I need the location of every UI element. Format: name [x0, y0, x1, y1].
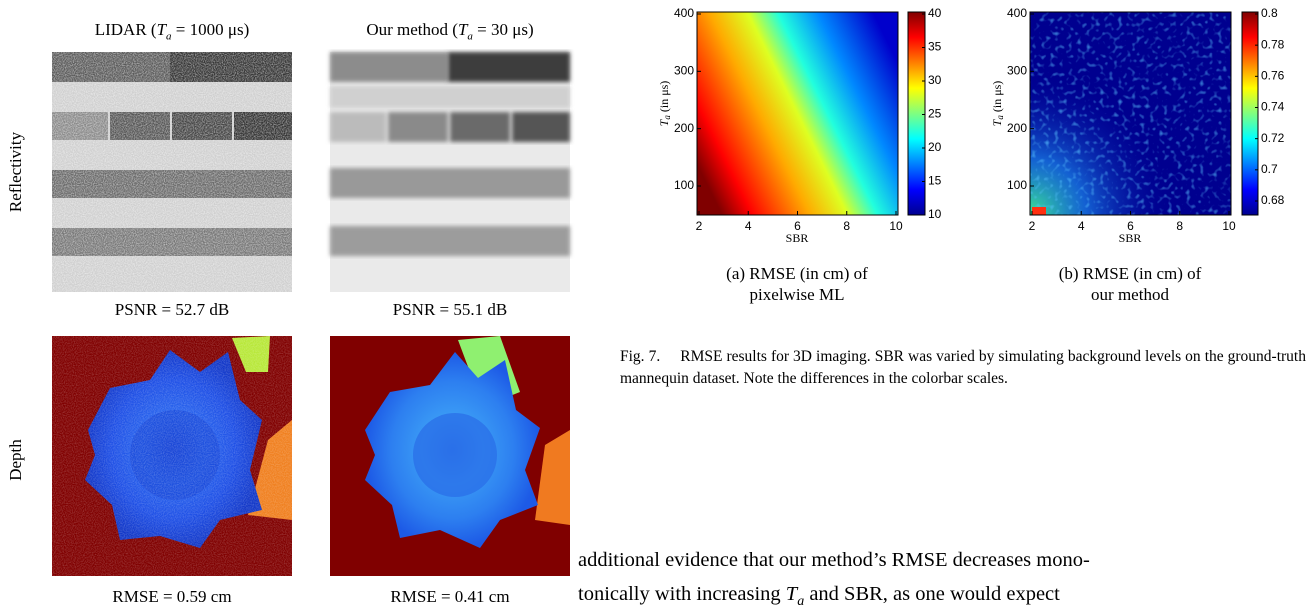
colorbar-tick-label: 0.68 — [1261, 193, 1285, 207]
y-tick-label: 200 — [1007, 121, 1027, 135]
text: and SBR, as one would expect — [804, 583, 1060, 605]
lidar-reflectivity — [52, 52, 292, 292]
lidar-depth — [52, 336, 292, 576]
text: a — [995, 115, 1005, 120]
text: = 1000 μs) — [171, 20, 250, 39]
y-tick-label: 100 — [674, 178, 694, 192]
text: (in μs) — [657, 81, 671, 115]
y-axis-label: Ta (in μs) — [657, 81, 672, 127]
psnr-label: PSNR = 55.1 dB — [392, 300, 508, 319]
y-tick-label: 300 — [674, 64, 694, 78]
text: = 30 μs) — [472, 20, 534, 39]
our-depth — [330, 336, 570, 576]
psnr-label: PSNR = 52.7 dB — [114, 300, 230, 319]
column-header: LIDAR (Ta = 1000 μs) — [52, 20, 292, 42]
text: Fig. 7. — [620, 348, 661, 365]
text: T — [457, 20, 468, 39]
y-tick-label: 400 — [1007, 6, 1027, 20]
subplot-caption: (a) RMSE (in cm) of — [726, 264, 868, 283]
rmse-label: RMSE = 0.59 cm — [112, 587, 232, 606]
text: Our method ( — [366, 20, 458, 39]
colorbar-tick-label: 15 — [928, 174, 942, 188]
colorbar-tick-label: 40 — [928, 6, 942, 20]
body-line: tonically with increasing Ta and SBR, as… — [578, 583, 1308, 610]
subplot-caption: pixelwise ML — [750, 285, 845, 304]
colorbar-tick-label: 35 — [928, 40, 942, 54]
y-tick-label: 400 — [674, 6, 694, 20]
colorbar-tick-label: 0.76 — [1261, 69, 1285, 83]
x-axis-label: SBR — [786, 231, 809, 245]
colorbar-tick-label: 0.8 — [1261, 6, 1278, 20]
x-tick-label: 2 — [696, 219, 703, 233]
text: RMSE results for 3D imaging. SBR was var… — [620, 348, 1306, 387]
text: tonically with increasing — [578, 583, 786, 605]
x-tick-label: 10 — [889, 219, 903, 233]
y-tick-label: 300 — [1007, 64, 1027, 78]
y-tick-label: 100 — [1007, 178, 1027, 192]
column-header: Our method (Ta = 30 μs) — [322, 20, 578, 42]
x-axis-label: SBR — [1119, 231, 1142, 245]
rmse-label: RMSE = 0.41 cm — [390, 587, 510, 606]
colorbar-tick-label: 0.78 — [1261, 37, 1285, 51]
x-tick-label: 2 — [1029, 219, 1036, 233]
text: LIDAR ( — [94, 20, 157, 39]
x-tick-label: 10 — [1222, 219, 1236, 233]
text: T — [657, 118, 671, 126]
text: T — [990, 118, 1004, 126]
figure-caption: Fig. 7. RMSE results for 3D imaging. SBR… — [620, 346, 1306, 389]
x-tick-label: 8 — [843, 219, 850, 233]
x-tick-label: 6 — [794, 219, 801, 233]
colorbar-tick-label: 0.74 — [1261, 100, 1285, 114]
colorbar-tick-label: 25 — [928, 107, 942, 121]
plot-a — [696, 11, 926, 216]
x-tick-label: 4 — [745, 219, 752, 233]
text: a — [797, 594, 805, 610]
colorbar-tick-label: 10 — [928, 207, 942, 221]
text: a — [166, 30, 172, 43]
x-tick-label: 6 — [1127, 219, 1134, 233]
y-tick-label: 200 — [674, 121, 694, 135]
text: T — [785, 583, 798, 605]
image-grid — [52, 52, 570, 576]
text: a — [467, 30, 473, 43]
heatmap-figure: 2 4 6 8 10 SBR 400 300 200 100 Ta (in μs) 40 35 30 25 2… — [657, 6, 1285, 304]
colorbar-tick-label: 0.72 — [1261, 131, 1285, 145]
subplot-caption: (b) RMSE (in cm) of — [1059, 264, 1202, 283]
our-reflectivity — [330, 52, 570, 292]
text: a — [662, 115, 672, 120]
colorbar-tick-label: 0.7 — [1261, 162, 1278, 176]
body-line: additional evidence that our method’s RM… — [578, 549, 1090, 571]
subplot-caption: our method — [1091, 285, 1169, 304]
y-axis-label: Ta (in μs) — [990, 81, 1005, 127]
colorbar-tick-label: 20 — [928, 140, 942, 154]
plot-b — [1029, 11, 1259, 216]
x-tick-label: 4 — [1078, 219, 1085, 233]
colorbar-tick-label: 30 — [928, 73, 942, 87]
text: (in μs) — [990, 81, 1004, 115]
text: T — [156, 20, 167, 39]
x-tick-label: 8 — [1176, 219, 1183, 233]
